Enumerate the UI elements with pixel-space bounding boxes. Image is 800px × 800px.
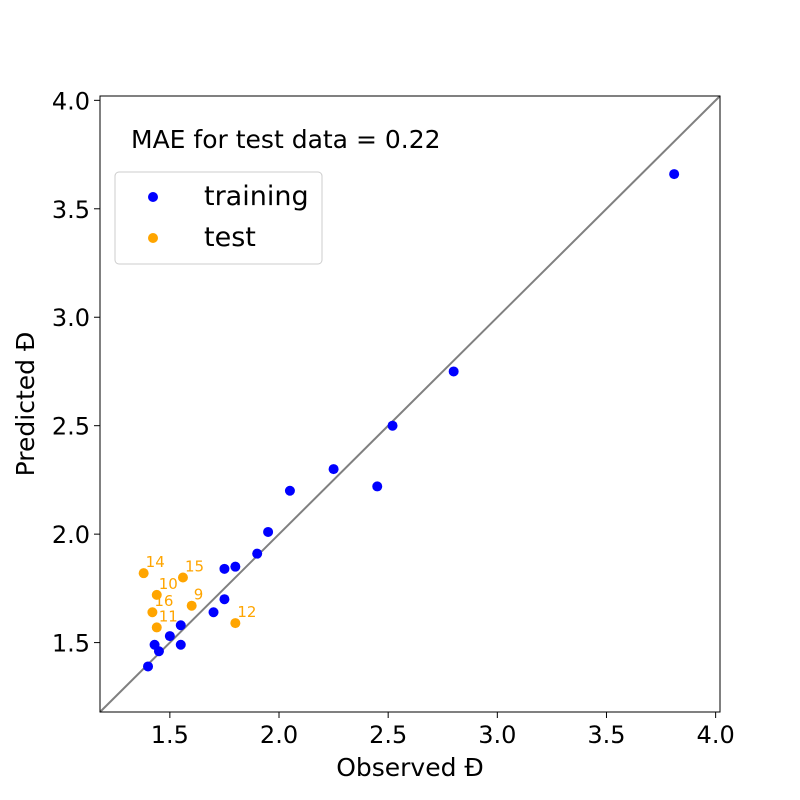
training-point xyxy=(263,526,274,537)
test-point xyxy=(151,589,162,600)
test-point xyxy=(177,572,188,583)
y-tick-label: 2.0 xyxy=(52,521,90,549)
training-point xyxy=(448,366,459,377)
test-point-label: 15 xyxy=(185,558,204,576)
training-point xyxy=(219,594,230,605)
training-point xyxy=(175,620,186,631)
training-point xyxy=(175,639,186,650)
training-point xyxy=(153,646,164,657)
legend: training test xyxy=(114,171,323,265)
y-tick-label: 2.5 xyxy=(52,413,90,441)
training-point xyxy=(143,661,154,672)
training-point xyxy=(230,561,241,572)
y-tick-label: 4.0 xyxy=(52,87,90,115)
test-point xyxy=(147,607,158,618)
test-point-label: 11 xyxy=(159,607,178,625)
test-point xyxy=(151,622,162,633)
mae-annotation: MAE for test data = 0.22 xyxy=(131,125,441,154)
legend-label-training: training xyxy=(204,181,309,212)
y-tick-label: 3.5 xyxy=(52,196,90,224)
test-point-label: 12 xyxy=(237,603,256,621)
legend-box xyxy=(114,171,323,265)
legend-marker-test xyxy=(148,233,158,243)
plot-frame xyxy=(99,95,721,713)
training-point xyxy=(164,631,175,642)
x-tick-label: 1.5 xyxy=(151,721,189,749)
test-point xyxy=(138,568,149,579)
test-point xyxy=(186,600,197,611)
training-point xyxy=(252,548,263,559)
training-point xyxy=(372,481,383,492)
training-point xyxy=(219,563,230,574)
x-tick-label: 4.0 xyxy=(697,721,735,749)
legend-label-test: test xyxy=(204,222,256,253)
training-point xyxy=(208,607,219,618)
legend-marker-training xyxy=(148,192,158,202)
plot-area: 1.5 2.0 2.5 3.0 3.5 4.0 1.5 2.0 2.5 3.0 3.5 4.0 14 15… xyxy=(52,87,735,749)
x-tick-label: 3.5 xyxy=(587,721,625,749)
training-point xyxy=(328,464,339,475)
training-point xyxy=(387,420,398,431)
x-tick-label: 2.5 xyxy=(369,721,407,749)
y-axis-label: Predicted Đ xyxy=(11,332,40,477)
training-point xyxy=(669,169,680,180)
x-tick-label: 2.0 xyxy=(260,721,298,749)
test-point-label: 14 xyxy=(146,553,165,571)
training-point xyxy=(284,485,295,496)
y-tick-label: 3.0 xyxy=(52,304,90,332)
test-point-label: 16 xyxy=(154,592,173,610)
test-point xyxy=(230,618,241,629)
x-tick-label: 3.0 xyxy=(478,721,516,749)
y-tick-label: 1.5 xyxy=(52,630,90,658)
x-axis-label: Observed Đ xyxy=(336,753,484,782)
test-point-label: 9 xyxy=(194,586,204,604)
identity-line xyxy=(99,95,721,713)
test-point-label: 10 xyxy=(159,575,178,593)
